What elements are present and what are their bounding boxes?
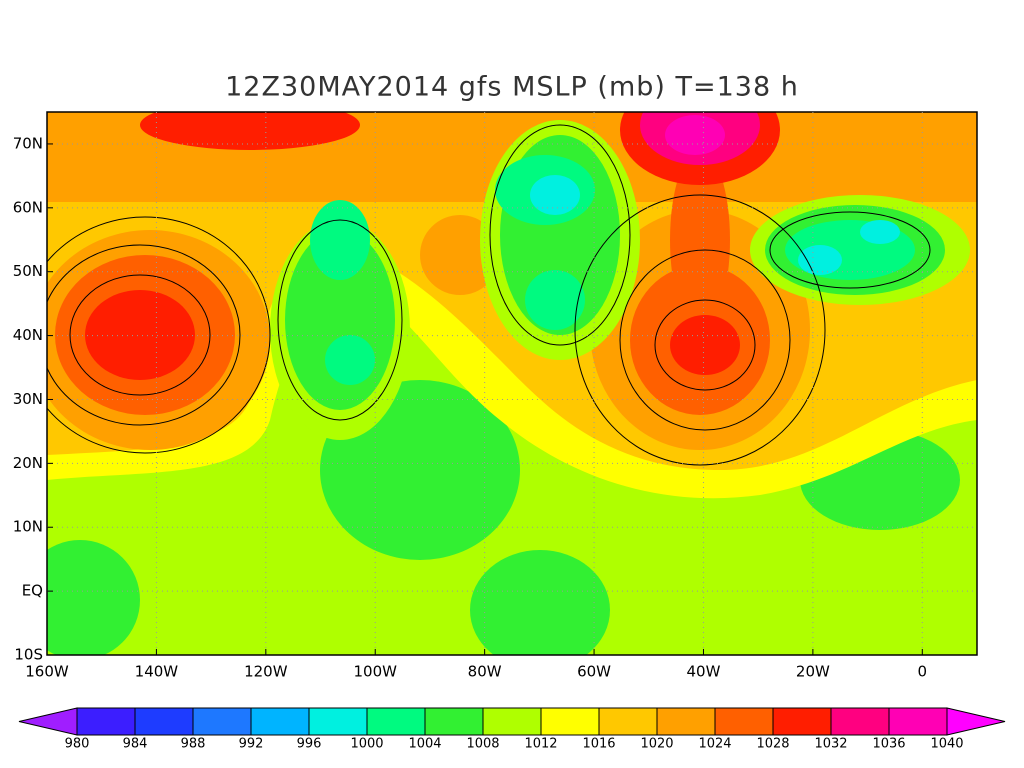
x-tick-label: 20W [796, 663, 830, 681]
map-frame [46, 111, 978, 656]
y-tick-label: EQ [22, 582, 43, 600]
colorbar-bin [888, 707, 948, 736]
field-blob [798, 245, 842, 275]
x-tick-label: 80W [468, 663, 502, 681]
colorbar-arrow [18, 707, 78, 736]
x-tick-label: 140W [135, 663, 179, 681]
colorbar-arrow [946, 707, 1006, 736]
colorbar-bin [830, 707, 890, 736]
colorbar-bin [656, 707, 716, 736]
y-tick-label: 60N [13, 198, 43, 216]
field-blob [420, 215, 500, 295]
colorbar-label: 984 [123, 737, 148, 752]
x-tick-label: 0 [918, 663, 928, 681]
colorbar-bin [250, 707, 310, 736]
field-blob [860, 220, 900, 244]
colorbar-label: 996 [297, 737, 322, 752]
field-blob [670, 315, 740, 375]
colorbar-label: 1016 [582, 737, 615, 752]
colorbar-bin [424, 707, 484, 736]
colorbar-label: 1008 [466, 737, 499, 752]
y-tick-label: 50N [13, 262, 43, 280]
field-blob [325, 335, 375, 385]
colorbar-label: 1020 [640, 737, 673, 752]
y-tick-label: 30N [13, 390, 43, 408]
field-blob [310, 200, 370, 280]
field-blob [85, 290, 195, 380]
map-title: 12Z30MAY2014 gfs MSLP (mb) T=138 h [225, 72, 799, 103]
colorbar-label: 1032 [814, 737, 847, 752]
colorbar-bin [598, 707, 658, 736]
colorbar-bin [192, 707, 252, 736]
colorbar-label: 1036 [872, 737, 905, 752]
colorbar-bin [772, 707, 832, 736]
colorbar-bin [482, 707, 542, 736]
y-tick-label: 10S [14, 646, 43, 664]
colorbar-bin [76, 707, 136, 736]
x-tick-label: 100W [354, 663, 398, 681]
isobars [47, 124, 931, 466]
colorbar-bin [134, 707, 194, 736]
field-blob [140, 112, 360, 150]
colorbar-label: 1012 [524, 737, 557, 752]
x-tick-label: 120W [244, 663, 288, 681]
y-tick-label: 10N [13, 518, 43, 536]
x-tick-label: 40W [687, 663, 721, 681]
field-blob [525, 270, 585, 330]
colorbar-bin [308, 707, 368, 736]
colorbar-label: 1024 [698, 737, 731, 752]
colorbar-bin [714, 707, 774, 736]
field-blob [670, 150, 730, 330]
x-tick-label: 160W [25, 663, 69, 681]
colorbar-label: 988 [181, 737, 206, 752]
pressure-field [47, 112, 977, 655]
field-blob [530, 175, 580, 215]
y-tick-label: 70N [13, 134, 43, 152]
colorbar-label: 1028 [756, 737, 789, 752]
field-blob [470, 550, 610, 655]
colorbar-label: 992 [239, 737, 264, 752]
y-tick-label: 40N [13, 326, 43, 344]
colorbar-label: 1000 [350, 737, 383, 752]
colorbar-label: 1040 [930, 737, 963, 752]
field-blob [47, 540, 140, 655]
colorbar-bin [540, 707, 600, 736]
x-tick-label: 60W [577, 663, 611, 681]
colorbar-label: 1004 [408, 737, 441, 752]
colorbar-label: 980 [65, 737, 90, 752]
y-tick-label: 20N [13, 454, 43, 472]
colorbar-bin [366, 707, 426, 736]
field-blob [665, 115, 725, 155]
